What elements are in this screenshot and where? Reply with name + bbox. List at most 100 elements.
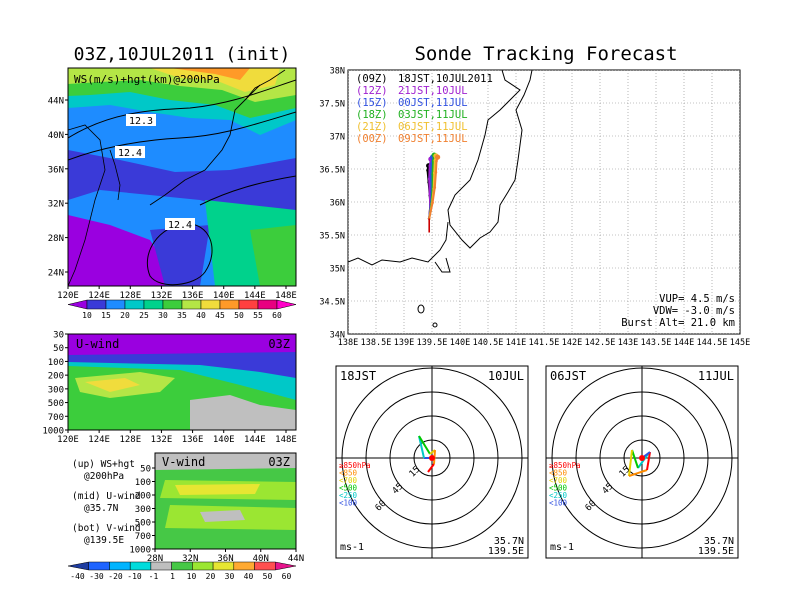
v-x-tick-label: 32N <box>182 554 198 564</box>
u-x-tick-label: 148E <box>275 435 297 445</box>
contour-label: 12.4 <box>118 148 142 159</box>
v-y-tick-label: 700 <box>135 532 151 542</box>
hodograph-trace <box>628 469 648 477</box>
map-y-tick-label: 40N <box>48 131 64 141</box>
u-y-tick-label: 1000 <box>42 427 64 437</box>
map-x-tick-label: 148E <box>275 291 297 301</box>
map-label: WS(m/s)+hgt(km)@200hPa <box>74 73 220 86</box>
hodograph-level-label: <250 <box>549 491 568 500</box>
colorbar-tick-label: -20 <box>108 572 123 581</box>
height-contour-closed <box>146 223 213 286</box>
track-legend-time: 09JST,11JUL <box>398 133 468 145</box>
map-y-tick-label: 28N <box>48 234 64 244</box>
hodograph-time: 06JST <box>550 369 586 383</box>
note-mid-1: (mid) U-wind <box>72 491 141 502</box>
track-x-tick-label: 143.5E <box>641 338 672 348</box>
v-x-tick-label: 36N <box>217 554 233 564</box>
colorbar-swatch <box>212 561 235 571</box>
track-x-tick-label: 142.5E <box>585 338 616 348</box>
hodograph-level-label: <100 <box>549 499 568 508</box>
track-x-tick-label: 139.5E <box>417 338 448 348</box>
coastline-hokkaido <box>244 69 286 101</box>
colorbar-tick-label: -10 <box>127 572 142 581</box>
u-y-tick-label: 700 <box>48 413 64 423</box>
map-frame <box>67 67 297 287</box>
colorbar-swatch <box>143 299 164 310</box>
colorbar-swatch <box>276 299 297 310</box>
map-x-tick-label: 144E <box>244 291 266 301</box>
colorbar-swatch <box>129 561 152 571</box>
colorbar-swatch <box>105 299 126 310</box>
hodograph-trace <box>628 449 633 477</box>
colorbar-swatch <box>257 299 278 310</box>
u-time: 03Z <box>268 337 290 351</box>
track-x-tick-label: 143E <box>618 338 638 348</box>
contour-label-box <box>115 146 145 158</box>
hodograph-level-label: <500 <box>339 484 358 493</box>
contour-label-box <box>126 114 156 126</box>
map-x-tick-label: 132E <box>151 291 173 301</box>
colorbar-tick-label: -1 <box>149 572 159 581</box>
track-x-tick-label: 139E <box>394 338 414 348</box>
hodograph-level-label: <700 <box>339 476 358 485</box>
vup-text: VUP= 4.5 m/s <box>659 293 735 305</box>
main-title: Sonde Tracking Forecast <box>414 43 677 65</box>
colorbar-swatch <box>254 561 276 571</box>
colorbar-tick-label: 40 <box>196 311 206 320</box>
u-x-tick-label: 128E <box>119 435 141 445</box>
hodograph-time: 18JST <box>340 369 376 383</box>
hodograph-level-label: ≥850hPa <box>339 461 371 470</box>
map-y-tick-label: 44N <box>48 97 64 107</box>
hodograph-trace <box>637 453 649 469</box>
vdw-text: VDW= -3.0 m/s <box>653 305 735 317</box>
colorbar-swatch <box>109 561 131 571</box>
note-bot-2: @139.5E <box>84 535 124 546</box>
map-x-tick-label: 120E <box>57 291 79 301</box>
height-contour <box>68 111 296 161</box>
colorbar-swatch <box>171 561 193 571</box>
note-up-1: (up) WS+hgt <box>72 459 135 470</box>
map-x-tick-label: 128E <box>119 291 141 301</box>
colorbar-tick-label: 20 <box>206 572 216 581</box>
track-legend-z: (09Z) <box>356 73 388 85</box>
u-y-tick-label: 200 <box>48 372 64 382</box>
track-point <box>433 186 437 189</box>
colorbar-tick-label: 60 <box>282 572 292 581</box>
hodograph-unit: ms-1 <box>340 542 364 553</box>
u-x-tick-label: 132E <box>151 435 173 445</box>
contour-label: 12.3 <box>129 116 153 127</box>
track-legend-z: (00Z) <box>356 133 388 145</box>
map-x-tick-label: 136E <box>182 291 204 301</box>
map-y-tick-label: 36N <box>48 165 64 175</box>
hodograph-level-label: <500 <box>549 484 568 493</box>
hodograph-level-label: <250 <box>339 491 358 500</box>
colorbar-tick-label: -30 <box>89 572 104 581</box>
map-y-tick-label: 32N <box>48 200 64 210</box>
contour-label: 12.4 <box>168 220 192 231</box>
colorbar-swatch <box>67 299 88 310</box>
v-wind-panel: V-wind 03Z 50 100 200 300 500 700 1000 28N 32N 3… <box>129 452 304 564</box>
track-y-tick-label: 37.5N <box>319 100 345 110</box>
v-y-tick-label: 300 <box>135 505 151 515</box>
track-x-tick-label: 140E <box>450 338 470 348</box>
track-x-tick-label: 144.5E <box>697 338 728 348</box>
hodograph-trace <box>418 435 425 459</box>
track-point <box>426 169 429 172</box>
u-y-tick-label: 500 <box>48 399 64 409</box>
v-band-gray <box>200 510 245 522</box>
colorbar-tick-label: 50 <box>234 311 244 320</box>
coastline-boso <box>434 257 451 273</box>
u-y-tick-label: 300 <box>48 385 64 395</box>
note-bot-1: (bot) V-wind <box>72 523 141 534</box>
u-y-tick-label: 30 <box>53 331 64 341</box>
colorbar-swatch <box>124 299 145 310</box>
hodograph-lat: 35.7N <box>494 536 524 547</box>
coastline-tokyo-bay <box>348 221 449 266</box>
u-wind-panel: U-wind 03Z 30 50 100 200 300 500 700 1000 120E 1… <box>42 331 297 446</box>
u-label: U-wind <box>76 337 119 351</box>
map-x-tick-label: 124E <box>88 291 110 301</box>
track-point <box>429 175 433 179</box>
wind-colorbar: -40 -30 -20 -10 -1 1 10 20 30 40 50 60 <box>67 561 297 581</box>
